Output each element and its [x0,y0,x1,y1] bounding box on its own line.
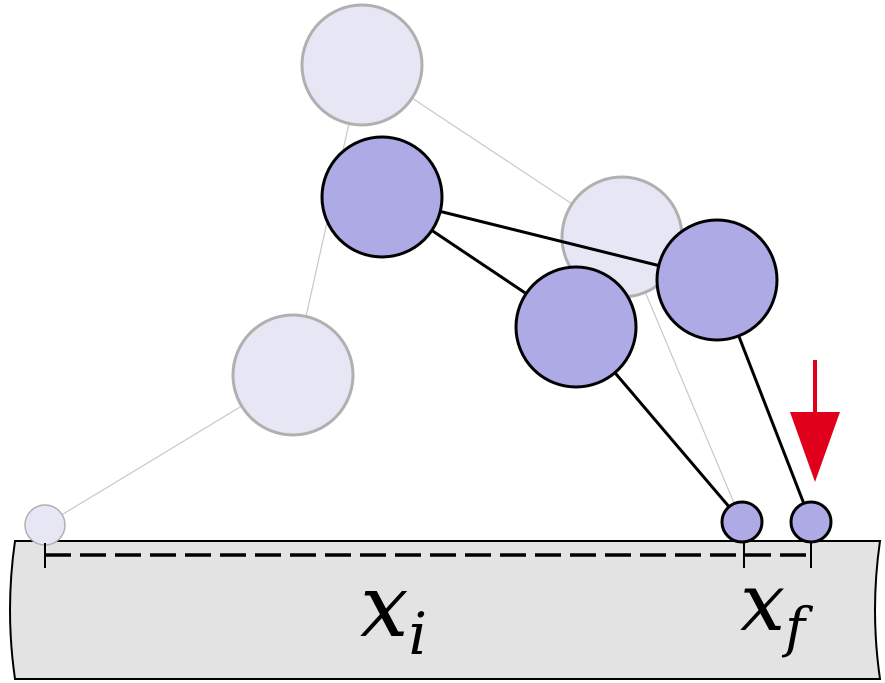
initial-knee [231,313,355,437]
final-foot-right [789,500,833,544]
final-foot-left [720,500,764,544]
final-pose-joints [320,135,833,544]
final-joint-right [655,218,779,342]
label-x-initial: xi [360,557,427,668]
final-knee [514,265,638,389]
displacement-marker [44,543,812,568]
final-hip [320,135,444,259]
initial-foot [24,504,66,546]
force-arrow [790,360,840,482]
initial-hip [300,3,424,127]
ground-surface [9,540,882,680]
initial-pose-joints [24,3,684,546]
